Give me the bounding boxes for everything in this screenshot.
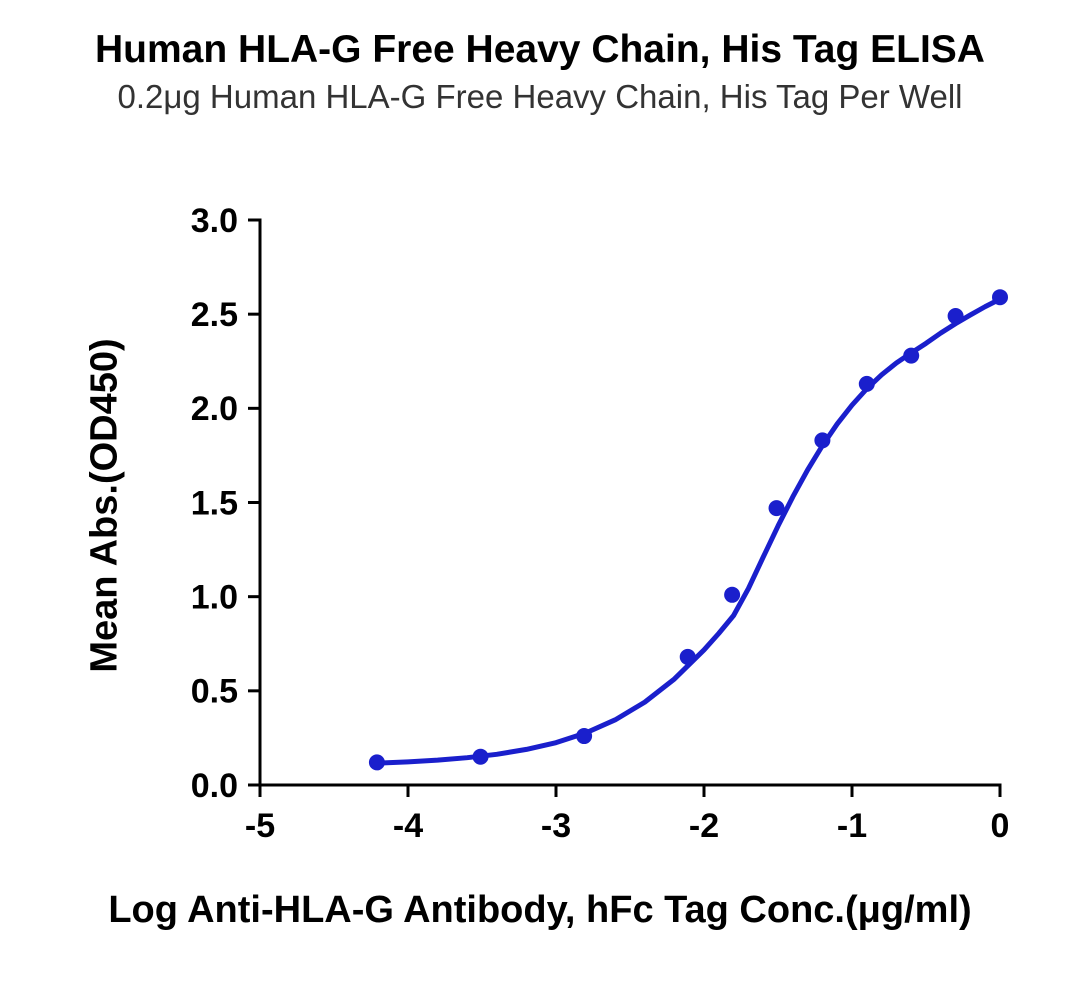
data-point	[369, 754, 385, 770]
x-axis-label: Log Anti-HLA-G Antibody, hFc Tag Conc.(μ…	[0, 889, 1080, 932]
axes	[260, 220, 1000, 785]
fitted-curve	[377, 299, 1000, 763]
x-tick-label: -3	[541, 807, 571, 845]
data-point	[859, 376, 875, 392]
data-point	[724, 587, 740, 603]
y-tick-label: 2.5	[191, 296, 238, 334]
data-point	[473, 749, 489, 765]
x-tick-label: -4	[393, 807, 423, 845]
data-point	[903, 348, 919, 364]
y-tick-label: 1.0	[191, 579, 238, 617]
data-point	[992, 289, 1008, 305]
x-tick-label: -2	[689, 807, 719, 845]
y-tick-label: 0.0	[191, 767, 238, 805]
chart-area: -5 -4 -3 -2 -1 0 0.0 0.5 1.0 1.5 2.0 2.5 3.0 Mean Abs…	[0, 0, 1080, 995]
x-tick-label: 0	[991, 807, 1010, 845]
y-tick-label: 1.5	[191, 484, 238, 522]
y-tick-label: 2.0	[191, 390, 238, 428]
y-tick-label: 3.0	[191, 202, 238, 240]
y-tick-label: 0.5	[191, 673, 238, 711]
data-point	[576, 728, 592, 744]
x-tick-label: -1	[837, 807, 867, 845]
data-point	[680, 649, 696, 665]
x-tick-label: -5	[245, 807, 275, 845]
elisa-line-chart: -5 -4 -3 -2 -1 0 0.0 0.5 1.0 1.5 2.0 2.5 3.0	[0, 0, 1080, 995]
data-point	[948, 308, 964, 324]
data-point	[814, 432, 830, 448]
data-point	[769, 500, 785, 516]
y-axis-label: Mean Abs.(OD450)	[84, 255, 127, 755]
